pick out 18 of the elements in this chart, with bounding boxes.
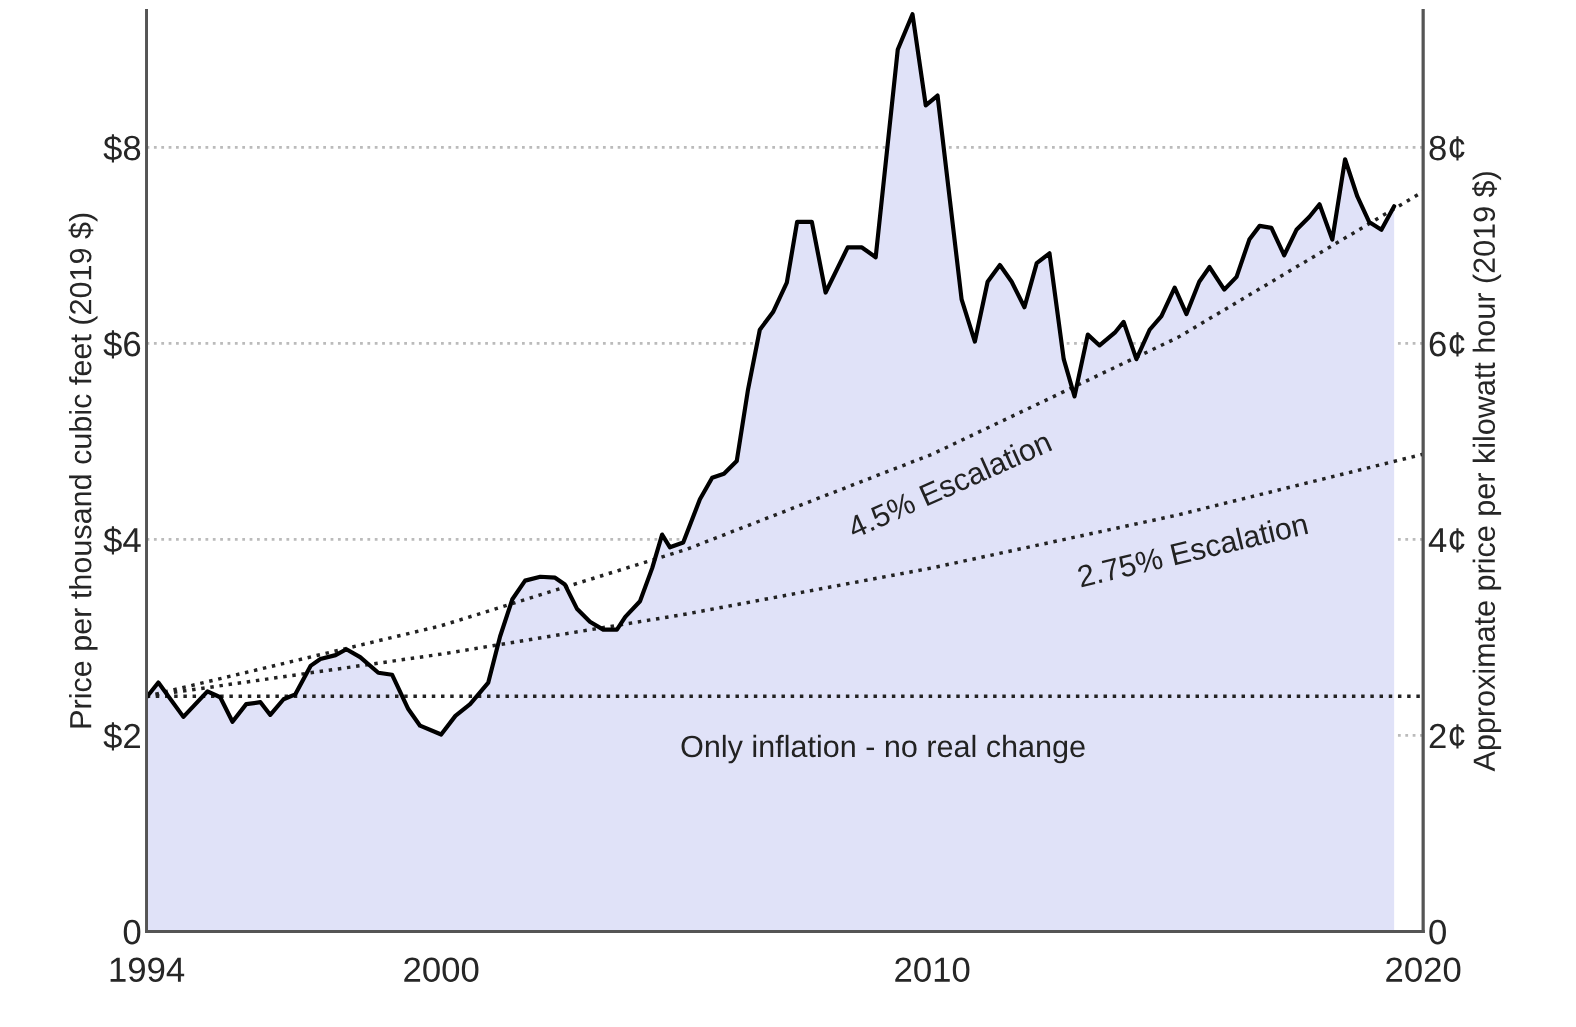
y2-tick-label: 2¢	[1429, 723, 1465, 749]
x-tick-label: 1994	[110, 957, 185, 982]
y-tick-label: 0	[123, 919, 141, 945]
y-tick-label: $2	[103, 722, 140, 751]
y2-tick-label: 4¢	[1428, 528, 1465, 553]
y2-axis-title: Approximate price per kilowatt hour (2019 $)	[1472, 172, 1502, 772]
y2-tick-label: 0	[1429, 919, 1446, 945]
text: 2.75% Escalation	[1076, 512, 1309, 588]
y-tick-label: $8	[103, 134, 141, 163]
y-tick-label: $4	[103, 526, 141, 555]
x-tick-label: 2010	[895, 957, 970, 982]
y2-tick-label: 8¢	[1429, 135, 1465, 161]
y-tick-label: $6	[103, 330, 141, 359]
x-tick-label: 2020	[1386, 957, 1461, 982]
x-tick-label: 2000	[404, 957, 479, 982]
y2-tick-label: 6¢	[1429, 331, 1465, 357]
ref-line-label: Only inflation - no real change	[681, 734, 1085, 764]
y-axis-title: Price per thousand cubic feet (2019 $)	[68, 213, 98, 728]
